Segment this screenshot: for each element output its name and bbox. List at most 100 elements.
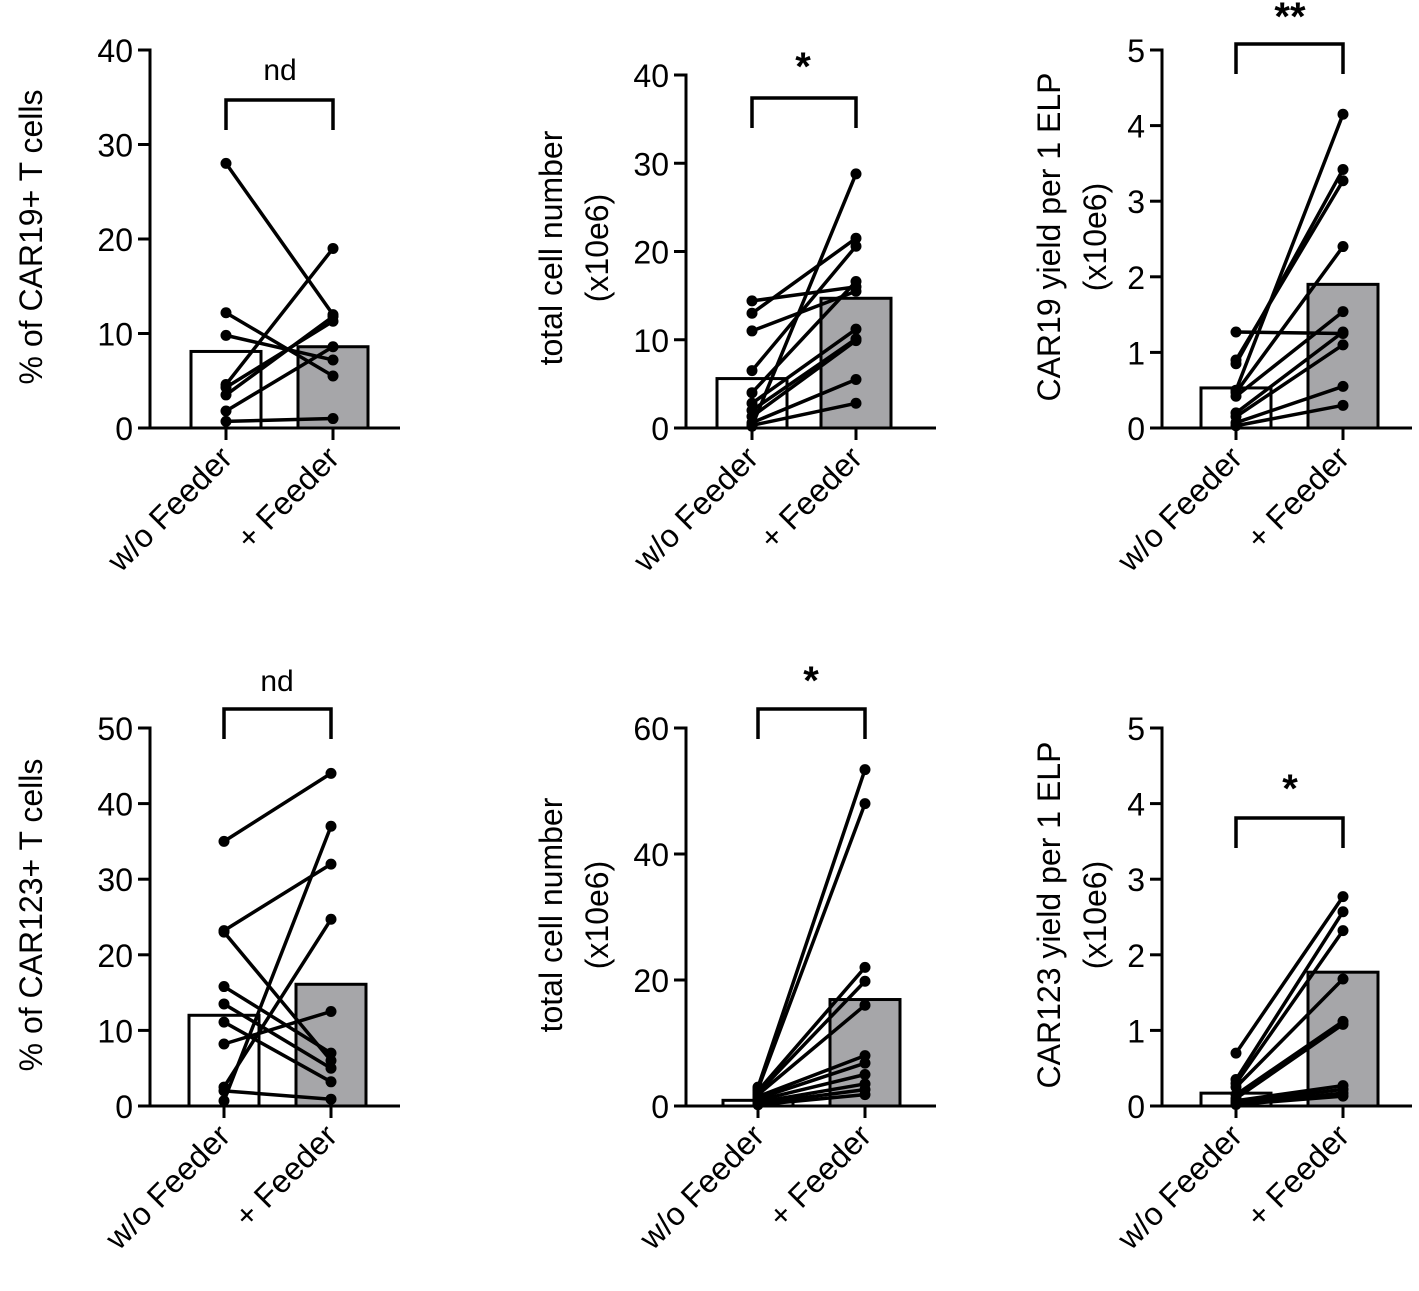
data-point-with-feeder: [325, 820, 337, 832]
paired-line: [1234, 310, 1345, 398]
data-point-with-feeder: [1337, 1018, 1349, 1030]
significance-label: *: [1282, 767, 1298, 811]
category-label: + Feeder: [752, 439, 869, 556]
y-tick-label: 2: [1127, 260, 1145, 296]
data-point-without-feeder: [220, 389, 232, 401]
paired-line: [757, 1061, 866, 1101]
category-label: + Feeder: [1239, 1117, 1356, 1234]
bar-without-feeder: [187, 1013, 261, 1108]
paired-line: [224, 315, 335, 397]
data-point-with-feeder: [859, 999, 871, 1011]
data-point-with-feeder: [327, 354, 339, 366]
data-point-with-feeder: [1337, 339, 1349, 351]
paired-line: [223, 985, 332, 1055]
paired-line: [1235, 1083, 1344, 1103]
paired-line: [1234, 330, 1345, 415]
y-tick-label: 30: [633, 146, 669, 182]
y-axis-title: (x10e6): [579, 194, 615, 303]
y-tick-label: 1: [1127, 1013, 1145, 1049]
y-tick-label: 40: [97, 787, 133, 823]
category-label: w/o Feeder: [1110, 1117, 1250, 1257]
category-label: w/o Feeder: [632, 1117, 772, 1257]
data-point-with-feeder: [859, 1050, 871, 1062]
y-axis-title: CAR123 yield per 1 ELP: [1031, 742, 1067, 1089]
data-point-with-feeder: [1337, 399, 1349, 411]
data-point-with-feeder: [1337, 108, 1349, 120]
data-point-with-feeder: [325, 858, 337, 870]
data-point-without-feeder: [220, 405, 232, 417]
data-point-without-feeder: [220, 381, 232, 393]
data-point-with-feeder: [859, 1057, 871, 1069]
data-point-with-feeder: [859, 1089, 871, 1101]
paired-line: [756, 966, 867, 1093]
paired-line: [223, 1002, 332, 1070]
data-point-with-feeder: [327, 310, 339, 322]
data-point-with-feeder: [850, 232, 862, 244]
data-point-without-feeder: [746, 365, 758, 377]
paired-line: [1234, 245, 1345, 394]
data-point-with-feeder: [327, 341, 339, 353]
data-point-with-feeder: [850, 168, 862, 180]
category-label: w/o Feeder: [98, 1117, 238, 1257]
significance-label: nd: [260, 665, 293, 698]
bar-with-feeder: [294, 982, 368, 1108]
paired-line: [756, 1003, 867, 1097]
data-point-without-feeder: [1230, 1081, 1242, 1093]
y-tick-label: 0: [115, 1089, 133, 1125]
y-axis-title: total cell number: [533, 130, 569, 365]
y-axis-title: (x10e6): [1077, 861, 1113, 970]
panel-car19-percent: 0 10 20 30 40 w/o Feeder+ Feeder % of CAR19+ T…: [13, 33, 400, 579]
data-point-without-feeder: [218, 1038, 230, 1050]
data-point-with-feeder: [850, 323, 862, 335]
paired-line: [1235, 1022, 1344, 1100]
paired-line: [757, 1082, 866, 1104]
data-point-with-feeder: [859, 975, 871, 987]
paired-line: [225, 345, 334, 413]
paired-line: [757, 1092, 866, 1107]
paired-line: [750, 245, 858, 372]
paired-line: [1235, 403, 1344, 428]
y-tick-label: 0: [1127, 1089, 1145, 1125]
y-tick-label: 50: [97, 711, 133, 747]
data-point-without-feeder: [1230, 326, 1242, 338]
data-point-with-feeder: [859, 798, 871, 810]
data-point-without-feeder: [218, 998, 230, 1010]
data-point-without-feeder: [218, 1095, 230, 1107]
data-point-with-feeder: [850, 276, 862, 288]
paired-line: [1235, 1094, 1344, 1107]
y-axis-title: total cell number: [533, 797, 569, 1032]
y-tick-label: 0: [1127, 411, 1145, 447]
data-point-without-feeder: [1230, 358, 1242, 370]
data-point-without-feeder: [220, 329, 232, 341]
panel-car123-yield: 0 1 2 3 4 5 w/o Feeder+ Feeder CAR123 yield per…: [1031, 711, 1412, 1257]
paired-line: [225, 311, 334, 378]
y-tick-label: 30: [97, 128, 133, 164]
paired-line: [1234, 168, 1345, 365]
data-point-without-feeder: [218, 926, 230, 938]
paired-line: [757, 1053, 866, 1099]
paired-line: [224, 162, 335, 316]
data-point-with-feeder: [1337, 306, 1349, 318]
y-tick-label: 0: [115, 411, 133, 447]
paired-line: [751, 285, 857, 303]
y-tick-label: 2: [1127, 938, 1145, 974]
y-tick-label: 0: [651, 411, 669, 447]
category-label: w/o Feeder: [1110, 439, 1250, 579]
paired-line: [222, 825, 333, 1102]
y-tick-label: 20: [633, 963, 669, 999]
data-point-without-feeder: [218, 1016, 230, 1028]
category-label: + Feeder: [229, 439, 346, 556]
data-point-with-feeder: [850, 285, 862, 297]
paired-line: [223, 771, 332, 843]
paired-line: [223, 862, 332, 933]
data-point-without-feeder: [1230, 390, 1242, 402]
y-tick-label: 5: [1127, 33, 1145, 69]
category-label: w/o Feeder: [100, 439, 240, 579]
y-tick-label: 40: [633, 58, 669, 94]
category-label: + Feeder: [761, 1117, 878, 1234]
y-axis-title: % of CAR19+ T cells: [13, 90, 49, 385]
significance-label: *: [795, 45, 811, 89]
paired-line: [756, 769, 867, 1088]
data-point-with-feeder: [327, 242, 339, 254]
panel-car123-percent: 0 10 20 30 40 50 w/o Feeder+ Feeder % of CAR123…: [13, 665, 400, 1257]
